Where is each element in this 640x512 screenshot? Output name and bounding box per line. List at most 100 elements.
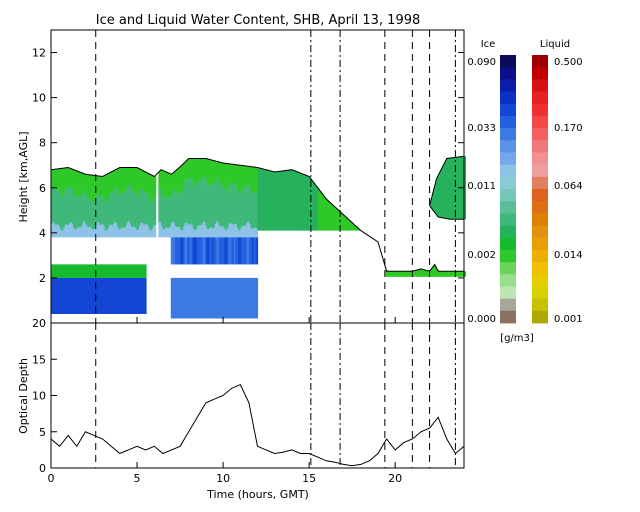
heatmap-cell-430: [180, 229, 183, 238]
heatmap-cell-223: [111, 277, 114, 314]
heatmap-cell-406: [173, 237, 176, 265]
heatmap-cell-690: [251, 229, 254, 238]
heatmap-cell-480: [194, 230, 197, 238]
heatmap-cell-14: [53, 264, 56, 278]
heatmap-cell-340: [144, 171, 147, 193]
heatmap-cell-70: [70, 168, 73, 186]
heatmap-cell-553: [214, 160, 217, 181]
heatmap-cell-595: [225, 230, 228, 238]
heatmap-cell-796: [403, 271, 406, 277]
heatmap-cell-811: [424, 269, 427, 277]
heatmap-cell-792: [397, 271, 400, 277]
heatmap-cell-579: [221, 185, 224, 227]
heatmap-cell-552: [213, 277, 216, 319]
heatmap-cell-79: [71, 264, 74, 278]
heatmap-cell-764: [334, 207, 337, 231]
height-tick-label-0: 2: [39, 272, 46, 285]
heatmap-cell-696: [253, 237, 256, 265]
heatmap-cell-476: [192, 237, 195, 265]
heatmap-cell-241: [117, 192, 120, 227]
heatmap-cell-247: [118, 229, 121, 238]
heatmap-cell-377: [162, 229, 165, 238]
heatmap-cell-258: [121, 277, 124, 314]
heatmap-cell-788: [392, 271, 395, 277]
heatmap-cell-89: [74, 264, 77, 278]
heatmap-cell-453: [187, 159, 190, 180]
heatmap-cell-669: [246, 184, 249, 223]
heatmap-cell-509: [202, 176, 205, 223]
ice-swatch-0: [500, 55, 516, 68]
heatmap-cell-642: [238, 277, 241, 319]
liquid-swatch-21: [532, 310, 548, 324]
heatmap-cell-165: [96, 175, 99, 194]
heatmap-cell-417: [176, 277, 179, 319]
heatmap-cell-244: [117, 264, 120, 278]
heatmap-cell-251: [119, 193, 122, 230]
heatmap-cell-312: [136, 230, 139, 238]
heatmap-cell-756: [323, 196, 326, 231]
heatmap-cell-335: [143, 171, 146, 192]
heatmap-cell-684: [250, 191, 253, 229]
heatmap-cell-593: [225, 163, 228, 192]
heatmap-cell-772: [345, 217, 348, 231]
heatmap-cell-414: [176, 193, 179, 228]
liquid-swatch-11: [532, 189, 548, 202]
heatmap-cell-149: [90, 264, 93, 278]
heatmap-cell-136: [88, 198, 91, 228]
heatmap-cell-780: [356, 227, 359, 231]
heatmap-cell-329: [140, 264, 143, 278]
heatmap-cell-609: [229, 182, 232, 223]
heatmap-cell-524: [206, 184, 209, 229]
heatmap-cell-809: [421, 269, 424, 277]
heatmap-cell-304: [133, 264, 136, 278]
heatmap-cell-663: [245, 165, 248, 188]
heatmap-cell-124: [84, 264, 87, 278]
heatmap-cell-33: [59, 277, 62, 314]
heatmap-cell-649: [240, 188, 243, 227]
heatmap-cell-172: [97, 223, 100, 238]
heatmap-cell-45: [63, 168, 66, 193]
height-tick-label-1: 4: [39, 227, 46, 240]
heatmap-cell-142: [89, 226, 92, 238]
heatmap-cell-473: [192, 158, 195, 185]
heatmap-cell-288: [129, 277, 132, 314]
heatmap-cell-358: [151, 201, 154, 229]
heatmap-cell-572: [218, 277, 221, 319]
heatmap-cell-544: [212, 185, 215, 229]
heatmap-cell-713: [264, 169, 267, 231]
heatmap-cell-557: [214, 277, 217, 319]
heatmap-cell-848: [451, 157, 454, 220]
heatmap-cell-569: [218, 184, 221, 226]
heatmap-cell-348: [147, 173, 150, 196]
liquid-scale-label-3: 0.014: [554, 250, 583, 261]
heatmap-cell-58: [66, 277, 69, 314]
heatmap-cell-192: [103, 226, 106, 238]
heatmap-cell-90: [75, 170, 78, 197]
heatmap-cell-617: [231, 277, 234, 319]
heatmap-cell-461: [188, 237, 191, 265]
heatmap-cell-314: [136, 264, 139, 278]
heatmap-cell-748: [312, 181, 315, 231]
heatmap-cell-703: [256, 167, 259, 194]
heatmap-cell-535: [209, 227, 212, 238]
heatmap-cell-262: [122, 227, 125, 238]
heatmap-cell-363: [154, 175, 157, 198]
heatmap-cell-343: [144, 277, 147, 314]
heatmap-cell-283: [128, 277, 131, 314]
heatmap-cell-637: [236, 277, 239, 319]
heatmap-cell-686: [250, 237, 253, 265]
heatmap-cell-403: [173, 171, 176, 191]
heatmap-cell-311: [136, 195, 139, 231]
heatmap-cell-80: [73, 169, 76, 195]
heatmap-cell-645: [239, 229, 242, 238]
heatmap-cell-592: [224, 277, 227, 319]
heatmap-cell-382: [165, 196, 168, 228]
heatmap-cell-390: [169, 173, 172, 198]
heatmap-cell-540: [210, 227, 213, 238]
height-tick-label-5: 12: [32, 47, 46, 60]
heatmap-cell-654: [242, 187, 245, 226]
heatmap-cell-85: [74, 170, 77, 198]
heatmap-cell-425: [179, 227, 182, 238]
heatmap-cell-81: [73, 194, 76, 228]
heatmap-cell-408: [174, 170, 177, 194]
